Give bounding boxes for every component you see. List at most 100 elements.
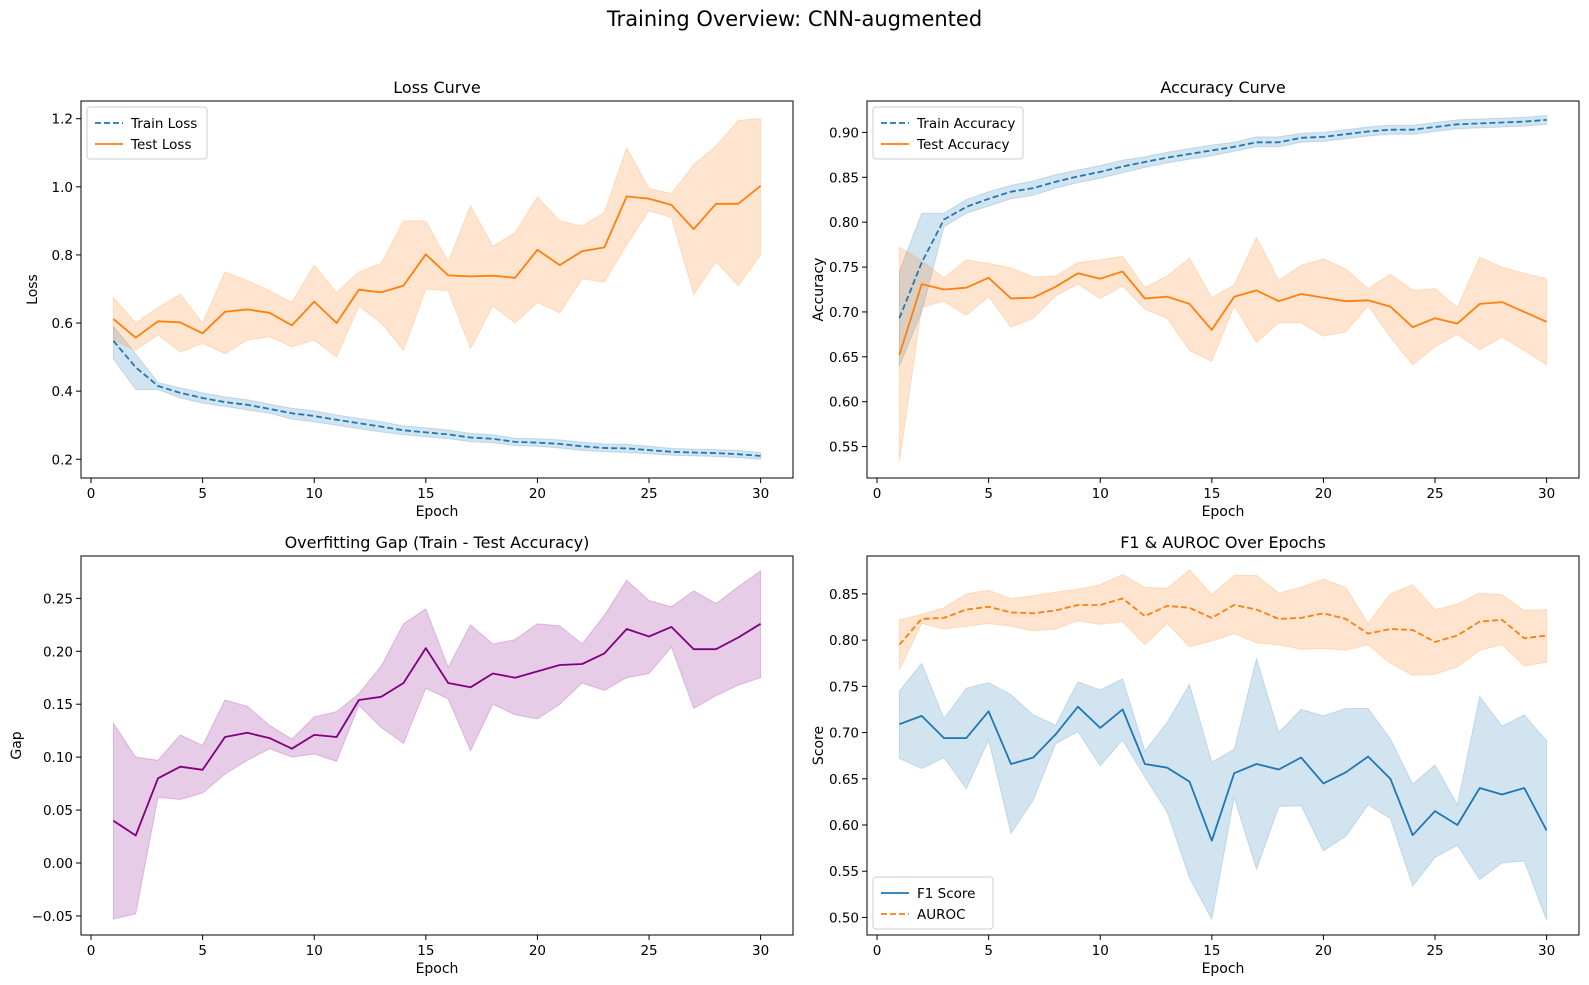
y-tick-label: 0.65 [829, 350, 859, 366]
axes-frame [80, 555, 794, 936]
legend-box [872, 876, 994, 930]
axes-frame [866, 555, 1580, 936]
series-line-2 [898, 597, 1547, 646]
confidence-band-2 [898, 236, 1548, 462]
chart-panel-2: 0 5 10 15 20 25 30 0.55 0.60 0.65 0.70 0.75 0.80 0.85… [811, 78, 1580, 520]
y-tick-label: 0.60 [829, 395, 859, 411]
legend: Train Loss Test Loss [86, 106, 208, 160]
y-tick-label: 0.50 [829, 910, 859, 926]
x-tick-label: 15 [417, 943, 434, 959]
legend-label: Train Accuracy [916, 116, 1015, 132]
y-axis-label: Score [811, 726, 827, 765]
confidence-band-1 [898, 114, 1548, 366]
x-tick-label: 5 [984, 486, 993, 502]
confidence-band-1 [112, 569, 762, 920]
chart-panel-1: 0 5 10 15 20 25 30 0.2 0.4 0.6 0.8 1.0 1.2 Loss Curve… [25, 78, 794, 520]
y-tick-label: 0.75 [829, 679, 859, 695]
x-axis-label: Epoch [1202, 961, 1245, 977]
y-tick-label: 0.80 [829, 633, 859, 649]
y-tick-label: 0.65 [829, 772, 859, 788]
series-line-1 [112, 623, 762, 837]
y-tick-label: −0.05 [32, 909, 73, 925]
x-tick-label: 20 [529, 486, 546, 502]
x-tick-label: 25 [1426, 486, 1443, 502]
x-tick-label: 0 [87, 943, 96, 959]
y-tick-label: 0.90 [829, 125, 859, 141]
y-tick-label: 0.80 [829, 215, 859, 231]
x-tick-label: 5 [198, 943, 207, 959]
x-tick-label: 30 [752, 943, 769, 959]
series-line-2 [898, 270, 1547, 356]
legend-box [872, 106, 1024, 160]
plot-area [112, 569, 762, 920]
chart-title: Loss Curve [393, 78, 480, 97]
confidence-band-2 [898, 569, 1548, 676]
chart-title: F1 & AUROC Over Epochs [1120, 533, 1326, 552]
x-tick-label: 10 [306, 486, 323, 502]
x-tick-label: 20 [1315, 486, 1332, 502]
x-axis-label: Epoch [1202, 504, 1245, 520]
x-tick-label: 5 [984, 943, 993, 959]
legend-label: Test Loss [130, 137, 192, 153]
y-tick-label: 0.25 [43, 591, 73, 607]
y-tick-label: 0.6 [52, 316, 73, 332]
x-tick-label: 20 [1315, 943, 1332, 959]
y-tick-label: 0.15 [43, 697, 73, 713]
x-tick-label: 10 [1092, 943, 1109, 959]
y-axis-label: Loss [25, 274, 41, 305]
series-line-1 [112, 340, 761, 457]
legend-label: Train Loss [130, 116, 197, 132]
y-tick-label: 0.70 [829, 726, 859, 742]
y-tick-label: 0.85 [829, 587, 859, 603]
y-tick-label: 0.00 [43, 856, 73, 872]
confidence-band-2 [112, 118, 762, 358]
x-tick-label: 0 [87, 486, 96, 502]
x-tick-label: 0 [873, 943, 882, 959]
y-axis-label: Gap [9, 731, 25, 759]
legend: F1 Score AUROC [872, 876, 994, 930]
chart-panel-4: 0 5 10 15 20 25 30 0.50 0.55 0.60 0.65 0.70 0.75 0.80… [811, 533, 1580, 977]
plot-area [898, 569, 1548, 921]
legend-label: AUROC [917, 907, 966, 923]
chart-title: Overfitting Gap (Train - Test Accuracy) [285, 533, 590, 552]
y-tick-label: 0.70 [829, 305, 859, 321]
x-tick-label: 5 [198, 486, 207, 502]
y-tick-label: 0.10 [43, 750, 73, 766]
x-axis-label: Epoch [416, 961, 459, 977]
chart-title: Accuracy Curve [1160, 78, 1285, 97]
x-tick-label: 25 [1426, 943, 1443, 959]
x-tick-label: 0 [873, 486, 882, 502]
y-tick-label: 1.0 [52, 180, 73, 196]
legend-label: Test Accuracy [916, 137, 1010, 153]
x-tick-label: 15 [1203, 943, 1220, 959]
y-tick-label: 0.55 [829, 440, 859, 456]
axes-frame [80, 100, 794, 479]
series-line-2 [112, 185, 762, 339]
x-tick-label: 10 [1092, 486, 1109, 502]
x-tick-label: 25 [640, 486, 657, 502]
y-tick-label: 0.60 [829, 818, 859, 834]
plot-area [898, 114, 1548, 462]
x-tick-label: 10 [306, 943, 323, 959]
y-tick-label: 0.85 [829, 170, 859, 186]
x-tick-label: 30 [1538, 943, 1555, 959]
chart-panel-3: 0 5 10 15 20 25 30 −0.05 0.00 0.05 0.10 0.15 0.20 0.2… [9, 533, 794, 977]
figure-title: Training Overview: CNN-augmented [606, 7, 982, 31]
y-tick-label: 0.8 [52, 248, 73, 264]
y-tick-label: 0.05 [43, 803, 73, 819]
legend-label: F1 Score [917, 886, 975, 902]
legend: Train Accuracy Test Accuracy [872, 106, 1024, 160]
y-tick-label: 0.20 [43, 644, 73, 660]
y-tick-label: 1.2 [52, 112, 73, 128]
x-axis-label: Epoch [416, 504, 459, 520]
x-tick-label: 20 [529, 943, 546, 959]
y-tick-label: 0.4 [52, 384, 73, 400]
plot-area [112, 118, 762, 460]
x-tick-label: 30 [752, 486, 769, 502]
y-axis-label: Accuracy [811, 258, 827, 322]
x-tick-label: 25 [640, 943, 657, 959]
legend-box [86, 106, 208, 160]
series-line-1 [899, 705, 1548, 842]
